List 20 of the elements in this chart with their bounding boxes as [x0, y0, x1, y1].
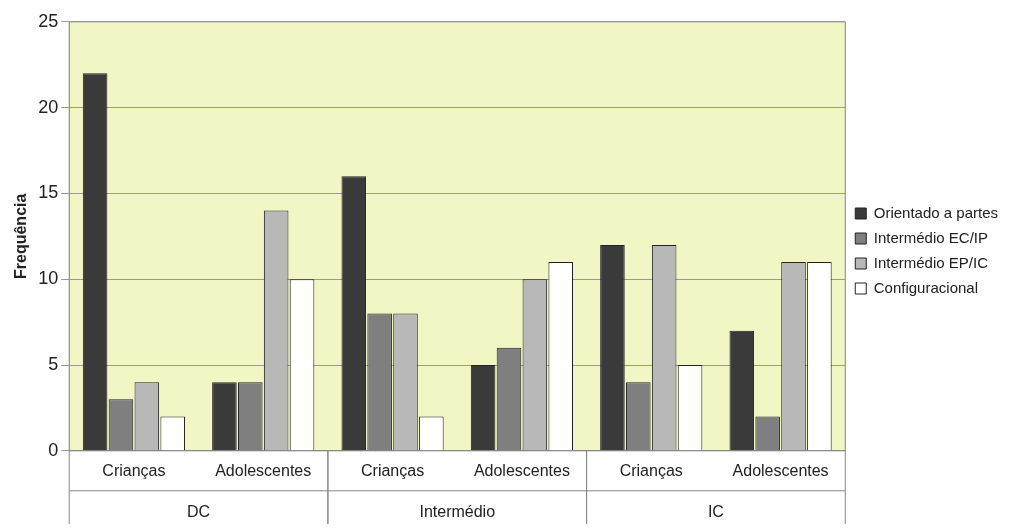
y-tick-label: 5 — [48, 353, 59, 374]
legend-label: Configuracional — [873, 278, 978, 296]
x-tick-label: Adolescentes — [473, 461, 570, 479]
legend-label: Intermédio EP/IC — [873, 253, 989, 271]
x-tick-label: Crianças — [361, 461, 425, 479]
legend-label: Intermédio EC/IP — [873, 228, 988, 246]
legend-label: Orientado a partes — [873, 203, 999, 221]
y-tick-label: 20 — [38, 96, 59, 117]
y-tick-label: 0 — [48, 439, 59, 460]
text: Intermédio — [419, 503, 496, 521]
text: DC — [187, 503, 211, 521]
x-tick-label: Adolescentes — [215, 461, 312, 479]
y-axis-title: Frequência — [12, 193, 30, 279]
x-tick-label: Crianças — [619, 461, 683, 479]
x-tick-label: Crianças — [102, 461, 166, 479]
text: IC — [707, 503, 724, 521]
y-tick-label: 25 — [38, 10, 59, 31]
y-tick-label: 15 — [38, 182, 59, 203]
x-tick-label: Adolescentes — [732, 461, 829, 479]
y-tick-label: 10 — [38, 268, 59, 289]
